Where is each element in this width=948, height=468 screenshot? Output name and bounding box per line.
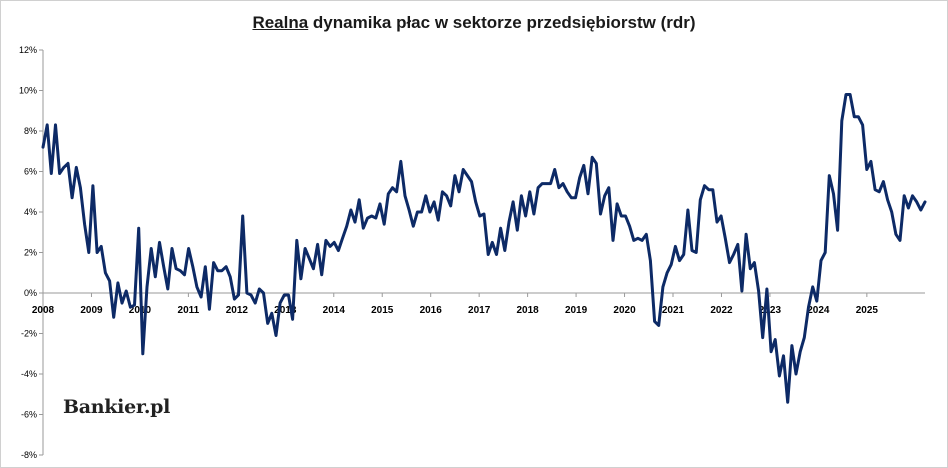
x-tick-label: 2011 [178,305,200,316]
chart-title-underlined: Realna [252,13,309,32]
x-tick-label: 2017 [468,305,491,316]
y-tick-label: 12% [19,45,37,55]
y-tick-label: -8% [21,450,37,460]
x-tick-label: 2019 [565,305,588,316]
y-tick-label: 4% [24,207,37,217]
x-tick-label: 2015 [371,305,394,316]
x-tick-label: 2014 [323,305,346,316]
x-tick-label: 2020 [613,305,636,316]
x-tick-label: 2022 [710,305,733,316]
y-tick-label: -2% [21,329,37,339]
y-tick-label: -4% [21,369,37,379]
series-group [41,93,927,404]
x-tick-label: 2008 [32,305,55,316]
x-tick-label: 2013 [274,305,297,316]
y-axis-ticks: 12% 10% 8% 6% 4% 2% 0% -2% -4% -6% -8% [19,45,43,460]
y-tick-label: 8% [24,126,37,136]
x-tick-label: 2018 [516,305,539,316]
y-tick-label: 10% [19,86,37,96]
chart-title: Realna dynamika płac w sektorze przedsię… [0,13,948,33]
x-tick-label: 2021 [662,305,685,316]
x-tick-label: 2012 [226,305,249,316]
y-tick-label: 6% [24,167,37,177]
x-tick-label: 2024 [807,305,830,316]
y-tick-label: -6% [21,410,37,420]
x-tick-label: 2016 [420,305,443,316]
y-tick-label: 2% [24,248,37,258]
x-axis-ticks: 2008 2009 2010 2011 2012 2013 2014 2015 2016 2017… [32,293,879,316]
x-tick-label: 2009 [80,305,103,316]
bankier-logo: Bankier.pl [63,396,171,418]
x-tick-label: 2025 [856,305,879,316]
series-line [41,93,927,404]
x-tick-label: 2023 [759,305,782,316]
chart-title-rest: dynamika płac w sektorze przedsiębiorstw… [308,13,696,32]
axes [42,50,925,455]
y-tick-label: 0% [24,288,37,298]
